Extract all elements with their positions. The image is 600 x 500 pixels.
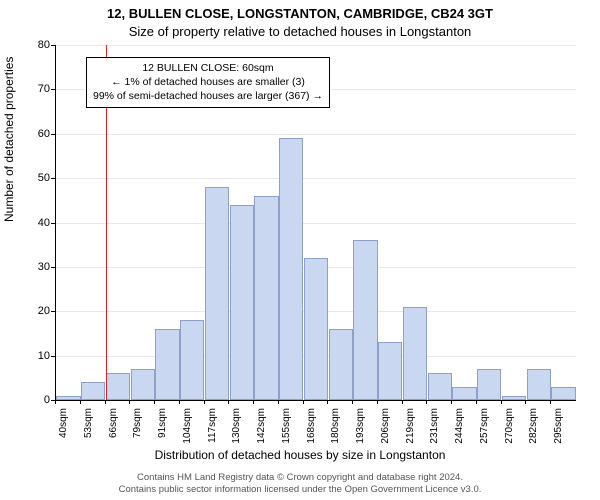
x-tick-mark <box>476 400 477 404</box>
x-tick-label: 295sqm <box>553 408 564 453</box>
callout-line2: ← 1% of detached houses are smaller (3) <box>93 75 323 89</box>
y-tick-label: 70 <box>25 83 50 95</box>
chart-container: 12, BULLEN CLOSE, LONGSTANTON, CAMBRIDGE… <box>0 0 600 500</box>
y-tick-mark <box>51 134 55 135</box>
x-tick-label: 270sqm <box>504 408 515 453</box>
x-tick-mark <box>426 400 427 404</box>
histogram-bar <box>81 382 105 400</box>
histogram-bar <box>279 138 303 400</box>
callout-box: 12 BULLEN CLOSE: 60sqm ← 1% of detached … <box>86 57 330 108</box>
x-tick-mark <box>55 400 56 404</box>
x-tick-mark <box>228 400 229 404</box>
histogram-bar <box>452 387 476 400</box>
x-tick-mark <box>278 400 279 404</box>
chart-title-sub: Size of property relative to detached ho… <box>0 24 600 39</box>
x-tick-mark <box>550 400 551 404</box>
y-tick-label: 40 <box>25 217 50 229</box>
histogram-bar <box>304 258 328 400</box>
y-tick-mark <box>51 356 55 357</box>
histogram-bar <box>106 373 130 400</box>
y-tick-label: 60 <box>25 128 50 140</box>
x-tick-mark <box>154 400 155 404</box>
histogram-bar <box>155 329 179 400</box>
x-tick-mark <box>402 400 403 404</box>
x-tick-mark <box>377 400 378 404</box>
x-tick-mark <box>501 400 502 404</box>
x-tick-label: 155sqm <box>281 408 292 453</box>
histogram-bar <box>403 307 427 400</box>
x-tick-label: 117sqm <box>207 408 218 453</box>
histogram-bar <box>502 396 526 400</box>
y-tick-label: 80 <box>25 39 50 51</box>
histogram-bar <box>378 342 402 400</box>
x-tick-label: 168sqm <box>306 408 317 453</box>
y-tick-label: 0 <box>25 394 50 406</box>
y-tick-mark <box>51 178 55 179</box>
x-tick-label: 66sqm <box>108 408 119 453</box>
x-tick-label: 40sqm <box>58 408 69 453</box>
x-tick-label: 180sqm <box>330 408 341 453</box>
callout-line3: 99% of semi-detached houses are larger (… <box>93 89 323 103</box>
histogram-bar <box>428 373 452 400</box>
x-tick-label: 91sqm <box>157 408 168 453</box>
x-tick-mark <box>303 400 304 404</box>
x-tick-mark <box>525 400 526 404</box>
callout-line1: 12 BULLEN CLOSE: 60sqm <box>93 61 323 75</box>
x-tick-mark <box>80 400 81 404</box>
histogram-bar <box>254 196 278 400</box>
x-tick-mark <box>129 400 130 404</box>
histogram-bar <box>527 369 551 400</box>
histogram-bar <box>230 205 254 400</box>
y-tick-mark <box>51 311 55 312</box>
x-tick-mark <box>105 400 106 404</box>
histogram-bar <box>180 320 204 400</box>
x-tick-mark <box>204 400 205 404</box>
x-tick-mark <box>451 400 452 404</box>
x-tick-label: 130sqm <box>231 408 242 453</box>
histogram-bar <box>329 329 353 400</box>
plot-area: 12 BULLEN CLOSE: 60sqm ← 1% of detached … <box>55 45 576 401</box>
y-tick-label: 50 <box>25 172 50 184</box>
y-tick-mark <box>51 89 55 90</box>
x-tick-mark <box>179 400 180 404</box>
x-tick-label: 142sqm <box>256 408 267 453</box>
x-tick-label: 79sqm <box>132 408 143 453</box>
attribution-line2: Contains public sector information licen… <box>119 484 482 495</box>
x-tick-label: 257sqm <box>479 408 490 453</box>
x-tick-label: 219sqm <box>405 408 416 453</box>
y-tick-label: 20 <box>25 305 50 317</box>
y-tick-label: 10 <box>25 350 50 362</box>
x-tick-mark <box>253 400 254 404</box>
histogram-bar <box>131 369 155 400</box>
histogram-bar <box>353 240 377 400</box>
x-tick-mark <box>352 400 353 404</box>
x-tick-label: 231sqm <box>429 408 440 453</box>
y-tick-mark <box>51 45 55 46</box>
x-tick-label: 206sqm <box>380 408 391 453</box>
histogram-bar <box>205 187 229 400</box>
x-tick-label: 282sqm <box>528 408 539 453</box>
x-tick-mark <box>327 400 328 404</box>
x-tick-label: 104sqm <box>182 408 193 453</box>
chart-title-main: 12, BULLEN CLOSE, LONGSTANTON, CAMBRIDGE… <box>0 6 600 21</box>
y-tick-label: 30 <box>25 261 50 273</box>
x-tick-label: 53sqm <box>83 408 94 453</box>
attribution-text: Contains HM Land Registry data © Crown c… <box>0 472 600 496</box>
x-tick-label: 193sqm <box>355 408 366 453</box>
grid-line <box>56 45 576 46</box>
grid-line <box>56 178 576 179</box>
x-tick-label: 244sqm <box>454 408 465 453</box>
y-axis-label: Number of detached properties <box>2 57 16 222</box>
attribution-line1: Contains HM Land Registry data © Crown c… <box>137 472 463 483</box>
y-tick-mark <box>51 223 55 224</box>
histogram-bar <box>551 387 575 400</box>
histogram-bar <box>56 396 80 400</box>
grid-line <box>56 223 576 224</box>
grid-line <box>56 134 576 135</box>
histogram-bar <box>477 369 501 400</box>
y-tick-mark <box>51 267 55 268</box>
